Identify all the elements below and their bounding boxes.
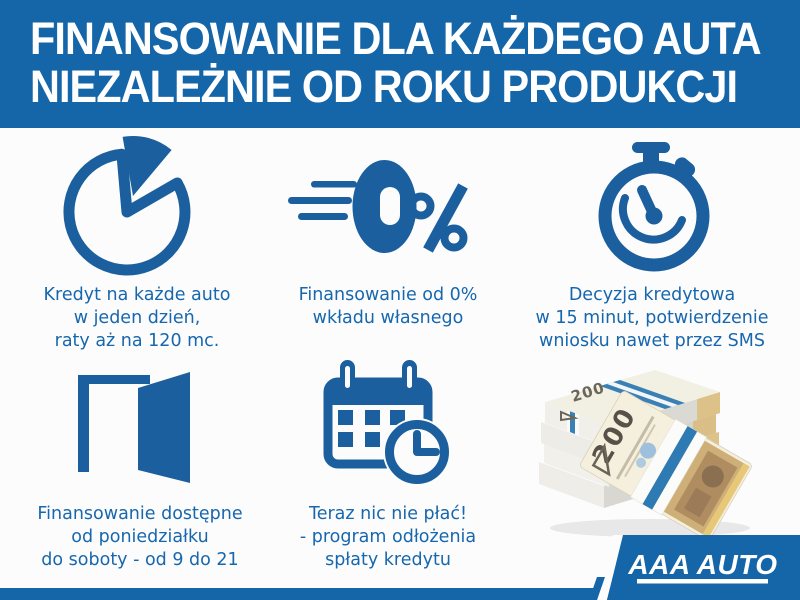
feature-text-deferral: Teraz nic nie płać! - program odłożenia …: [278, 503, 498, 572]
logo-underline: [637, 579, 768, 584]
feature-text-zero-percent: Finansowanie od 0% wkładu własnego: [278, 284, 498, 330]
leaning-banknote-bundle: 200: [580, 391, 752, 541]
pie-chart-icon: [63, 135, 191, 276]
feature-line: raty aż na 120 mc.: [54, 331, 220, 351]
feature-line: Decyzja kredytowa: [568, 285, 736, 305]
feature-text-availability: Finansowanie dostępne od poniedziałku do…: [20, 503, 260, 572]
feature-text-credit: Kredyt na każde auto w jeden dzień, raty…: [27, 284, 247, 353]
header-banner: FINANSOWANIE DLA KAŻDEGO AUTA NIEZALEŻNI…: [0, 0, 800, 128]
logo-wordmark: AAA AUTO: [627, 549, 777, 580]
money-stack-image: 200 200: [539, 370, 752, 541]
feature-line: do soboty - od 9 do 21: [41, 550, 239, 570]
feature-line: Teraz nic nie płać!: [308, 504, 467, 524]
stopwatch-icon: [598, 142, 710, 272]
feature-line: wkładu własnego: [312, 308, 464, 328]
logo-gap-stripe: [597, 535, 623, 600]
open-door-icon: [78, 372, 190, 483]
logo-small-stripe: [589, 577, 605, 600]
feature-line: Finansowanie dostępne: [37, 504, 243, 524]
feature-line: Kredyt na każde auto: [43, 285, 231, 305]
feature-line: w 15 minut, potwierdzenie: [535, 308, 769, 328]
feature-line: Finansowanie od 0%: [298, 285, 478, 305]
feature-line: od poniedziałku: [71, 527, 209, 547]
feature-line: spłaty kredytu: [325, 550, 451, 570]
feature-line: wniosku nawet przez SMS: [539, 331, 765, 351]
feature-line: w jeden dzień,: [73, 308, 201, 328]
zero-percent-icon: [288, 160, 468, 253]
feature-text-decision: Decyzja kredytowa w 15 minut, potwierdze…: [522, 284, 782, 353]
calendar-clock-icon: [323, 360, 451, 486]
header-title-line2: NIEZALEŻNIE OD ROKU PRODUKCJI: [30, 61, 738, 112]
aaa-auto-logo: AAA AUTO: [589, 535, 800, 600]
feature-line: - program odłożenia: [299, 527, 477, 547]
header-title-line1: FINANSOWANIE DLA KAŻDEGO AUTA: [30, 13, 762, 64]
logo-ribbon: [607, 535, 800, 600]
